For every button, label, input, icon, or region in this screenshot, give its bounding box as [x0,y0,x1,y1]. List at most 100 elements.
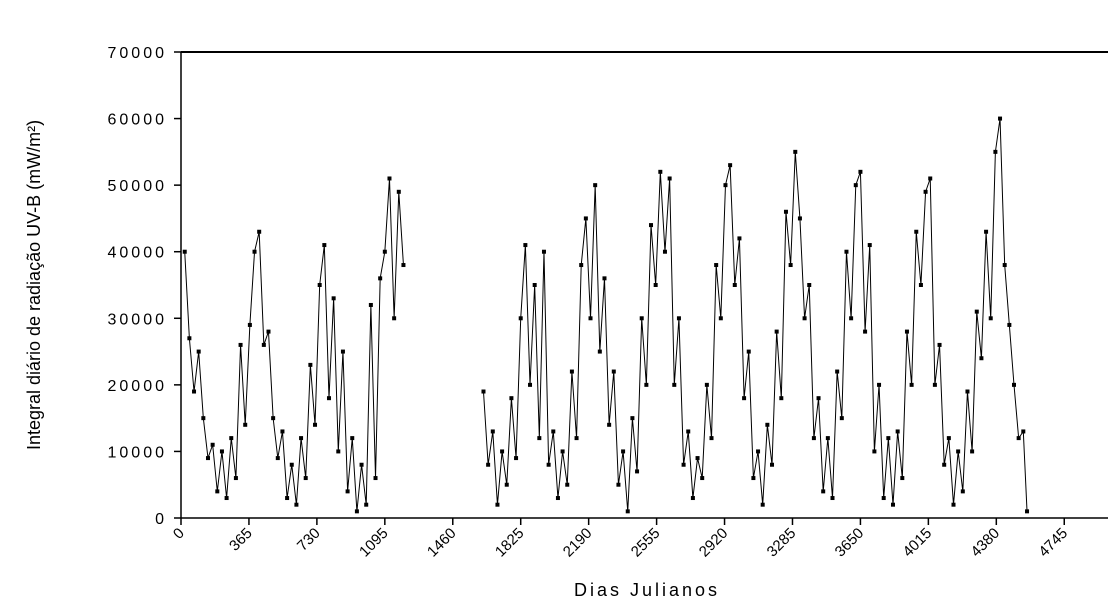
data-point [378,276,383,281]
data-point [299,436,304,441]
data-point [280,429,285,434]
data-point [662,249,667,254]
data-point [649,223,654,228]
x-tick-label: 4745 [1035,525,1071,561]
x-tick-label: 2190 [560,525,596,561]
data-point [229,436,234,441]
data-point [765,422,770,427]
x-axis-label: Dias Julianos [574,580,720,600]
data-point [895,429,900,434]
data-point [215,489,220,494]
data-point [825,436,830,441]
data-point [774,329,779,334]
data-point [676,316,681,321]
data-point [285,496,290,501]
data-point [974,309,979,314]
data-point [756,449,761,454]
data-point [998,116,1003,121]
y-tick-label: 50000 [108,178,168,195]
data-point [1011,382,1016,387]
data-point [364,502,369,507]
x-tick-label: 365 [226,525,256,555]
data-point [737,236,742,241]
data-point [639,316,644,321]
data-point [509,396,514,401]
data-point [667,176,672,181]
data-point [881,496,886,501]
data-point [900,476,905,481]
data-point [690,496,695,501]
data-point [252,249,257,254]
data-point [811,436,816,441]
data-point [532,283,537,287]
data-point [863,329,868,334]
data-point [616,482,621,487]
data-point [219,449,224,454]
data-point [261,342,266,347]
y-tick-label: 20000 [108,378,168,395]
data-point [541,249,546,254]
data-point [401,263,406,268]
data-point [853,183,858,188]
x-tick-label: 1460 [424,525,460,561]
data-point [686,429,691,434]
data-point [770,462,775,467]
data-point [602,276,607,281]
data-point [779,396,784,401]
data-point [839,416,844,421]
data-point [909,382,914,387]
data-point [718,316,723,321]
data-point [597,349,602,354]
data-point [1021,429,1026,434]
data-point [523,243,528,248]
data-point [565,482,570,487]
data-point [396,189,401,194]
data-point [271,416,276,421]
data-point [704,382,709,387]
data-point [192,389,197,394]
data-point [807,283,812,287]
data-point [956,449,961,454]
data-point [593,183,598,188]
data-point [359,462,364,467]
data-point [289,462,294,467]
data-point [867,243,872,248]
x-tick-label: 730 [294,525,324,555]
x-tick-label: 3285 [764,525,800,561]
data-point [490,429,495,434]
data-point [331,296,336,301]
data-point [210,442,215,447]
data-line [482,118,1028,512]
data-point [937,342,942,347]
data-point [514,456,519,461]
data-point [607,422,612,427]
data-point [802,316,807,321]
data-point [313,422,318,427]
data-point [672,382,677,387]
data-point [858,169,863,174]
data-point [373,476,378,481]
data-point [732,283,737,287]
data-point [797,216,802,221]
x-tick-label: 3650 [832,525,868,561]
data-point [844,249,849,254]
data-point [354,509,359,514]
data-point [275,456,280,461]
y-axis-label: Integral diário de radiação UV-B (mW/m²) [24,120,44,450]
data-point [891,502,896,507]
data-point [350,436,355,441]
data-point [960,489,965,494]
data-point [923,189,928,194]
data-point [303,476,308,481]
data-point [481,389,486,394]
y-tick-label: 30000 [108,311,168,328]
data-point [723,183,728,188]
data-point [583,216,588,221]
data-point [835,369,840,374]
data-point [988,316,993,321]
data-point [1007,322,1012,327]
data-point [872,449,877,454]
data-point [821,489,826,494]
data-point [266,329,271,334]
data-point [1002,263,1007,268]
